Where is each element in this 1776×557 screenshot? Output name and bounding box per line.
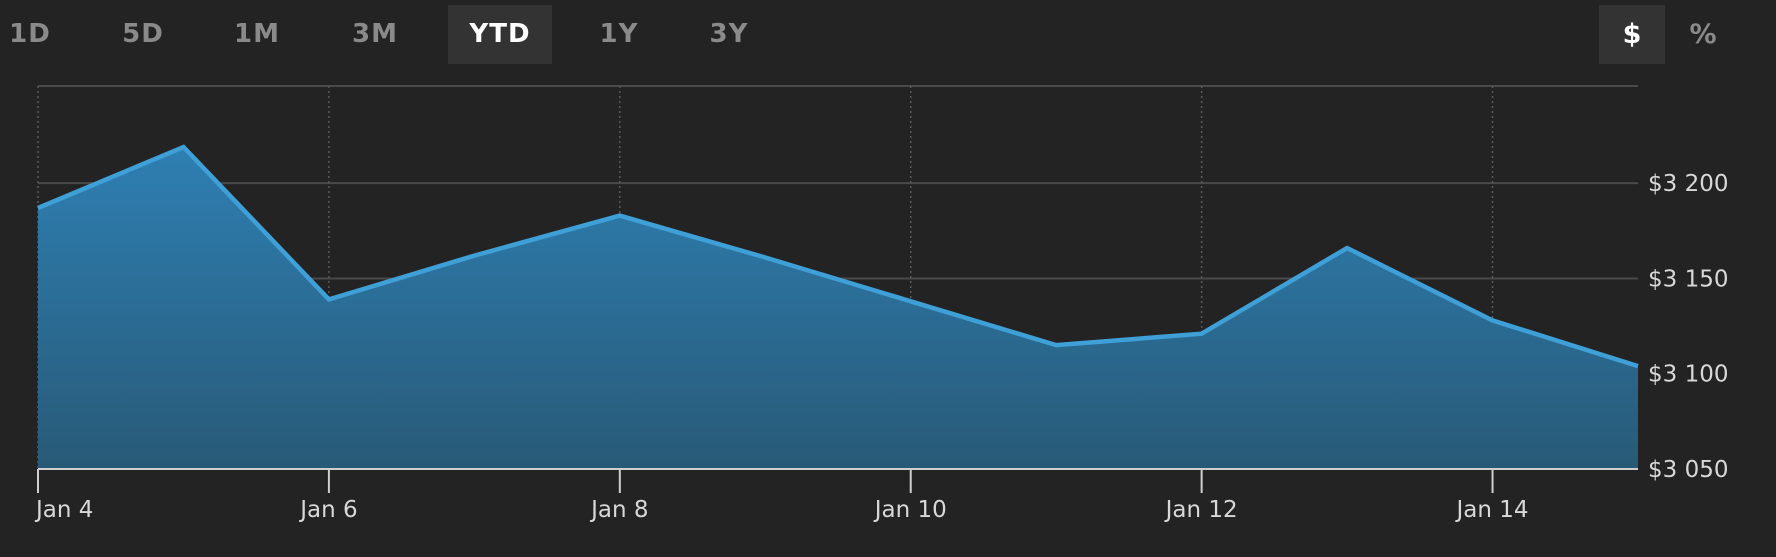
x-tick-label: Jan 12 <box>1164 497 1238 523</box>
tab-ytd[interactable]: YTD <box>448 5 552 64</box>
y-tick-label: $3 200 <box>1648 171 1728 197</box>
x-tick-label: Jan 6 <box>298 497 357 523</box>
area-series <box>37 144 1639 469</box>
price-line <box>37 144 1639 369</box>
tab-3y[interactable]: 3Y <box>709 19 749 49</box>
y-tick-label: $3 100 <box>1648 362 1728 388</box>
x-tick-label: Jan 8 <box>589 497 648 523</box>
area-fill <box>38 147 1638 469</box>
tab-3m[interactable]: 3M <box>352 19 398 49</box>
x-tick-label: Jan 14 <box>1455 497 1529 523</box>
x-tick-label: Jan 10 <box>873 497 947 523</box>
tick-labels: Jan 4 Jan 6 Jan 8 Jan 10 Jan 12 Jan 14 $3 200 $… <box>34 171 1728 523</box>
dollar-unit-button[interactable]: $ <box>1599 5 1665 64</box>
x-tick-label: Jan 4 <box>34 497 93 523</box>
y-tick-label: $3 050 <box>1648 457 1728 483</box>
tab-5d[interactable]: 5D <box>122 19 164 49</box>
tab-1m[interactable]: 1M <box>234 19 280 49</box>
y-tick-label: $3 150 <box>1648 266 1728 292</box>
axes <box>37 468 1638 493</box>
tab-1y[interactable]: 1Y <box>599 19 639 49</box>
percent-unit-button[interactable]: % <box>1689 19 1717 50</box>
tab-1d[interactable]: 1D <box>9 19 51 49</box>
